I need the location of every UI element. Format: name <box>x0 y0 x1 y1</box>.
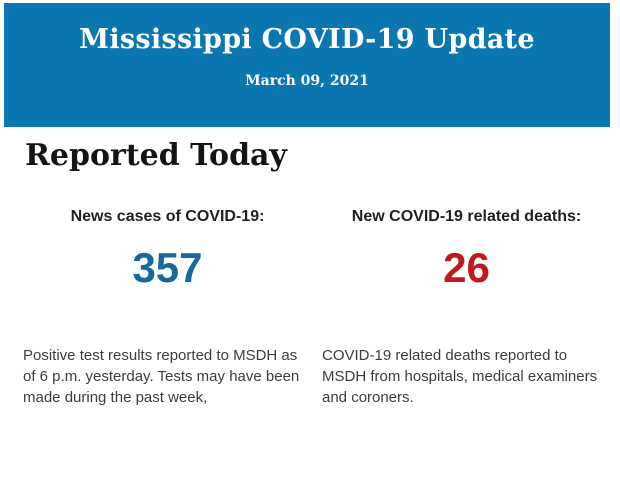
new-deaths-value: 26 <box>443 244 490 291</box>
section-heading: Reported Today <box>25 138 287 173</box>
new-cases-description: Positive test results reported to MSDH a… <box>23 347 300 406</box>
stats-row: News cases of COVID-19: 357 Positive tes… <box>23 207 611 408</box>
stat-new-cases: News cases of COVID-19: 357 Positive tes… <box>23 207 312 408</box>
new-cases-label: News cases of COVID-19: <box>70 208 265 225</box>
header-banner: Mississippi COVID-19 Update March 09, 20… <box>4 3 610 127</box>
page-title: Mississippi COVID-19 Update <box>79 24 535 55</box>
new-cases-value: 357 <box>132 244 203 291</box>
stat-new-deaths: New COVID-19 related deaths: 26 COVID-19… <box>322 207 611 408</box>
new-deaths-description: COVID-19 related deaths reported to MSDH… <box>322 347 598 406</box>
new-deaths-label: New COVID-19 related deaths: <box>351 208 582 225</box>
report-date: March 09, 2021 <box>245 73 369 90</box>
